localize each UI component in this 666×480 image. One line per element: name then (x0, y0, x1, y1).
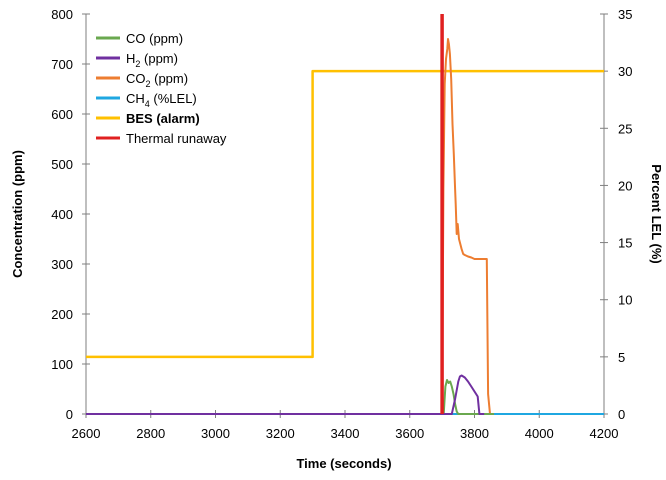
x-tick-label: 3200 (266, 426, 295, 441)
y-left-tick-label: 500 (51, 157, 73, 172)
x-tick-label: 2600 (72, 426, 101, 441)
x-tick-label: 4000 (525, 426, 554, 441)
y-left-tick-label: 600 (51, 107, 73, 122)
y-left-tick-label: 700 (51, 57, 73, 72)
y-axis-right-title: Percent LEL (%) (649, 164, 664, 263)
legend-label: CH4 (%LEL) (126, 91, 197, 109)
legend-label: CO2 (ppm) (126, 71, 188, 89)
legend-label: H2 (ppm) (126, 51, 178, 69)
y-axis-left-title: Concentration (ppm) (10, 150, 25, 278)
y-left-tick-label: 400 (51, 207, 73, 222)
x-tick-label: 3000 (201, 426, 230, 441)
legend-label: Thermal runaway (126, 131, 227, 146)
x-tick-label: 4200 (590, 426, 619, 441)
legend: CO (ppm) H2 (ppm) CO2 (ppm) CH4 (%LEL) BES (… (96, 31, 227, 146)
y-right-tick-label: 5 (618, 350, 625, 365)
series-co-ppm-line (86, 380, 494, 414)
x-tick-label: 3400 (331, 426, 360, 441)
legend-label: BES (alarm) (126, 111, 200, 126)
y-left-tick-label: 0 (66, 407, 73, 422)
series-h2-ppm-line (86, 376, 484, 415)
y-left-tick-label: 200 (51, 307, 73, 322)
x-tick-label: 3600 (395, 426, 424, 441)
y-right-tick-label: 10 (618, 293, 632, 308)
y-right-tick-label: 20 (618, 178, 632, 193)
x-tick-label: 2800 (136, 426, 165, 441)
y-right-tick-label: 0 (618, 407, 625, 422)
y-right-tick-label: 25 (618, 121, 632, 136)
legend-label: CO (ppm) (126, 31, 183, 46)
y-right-tick-label: 30 (618, 64, 632, 79)
x-tick-label: 3800 (460, 426, 489, 441)
y-right-tick-label: 15 (618, 236, 632, 251)
y-right-tick-label: 35 (618, 7, 632, 22)
y-left-tick-label: 800 (51, 7, 73, 22)
x-axis-title: Time (seconds) (296, 456, 391, 471)
y-left-tick-label: 300 (51, 257, 73, 272)
y-left-tick-label: 100 (51, 357, 73, 372)
